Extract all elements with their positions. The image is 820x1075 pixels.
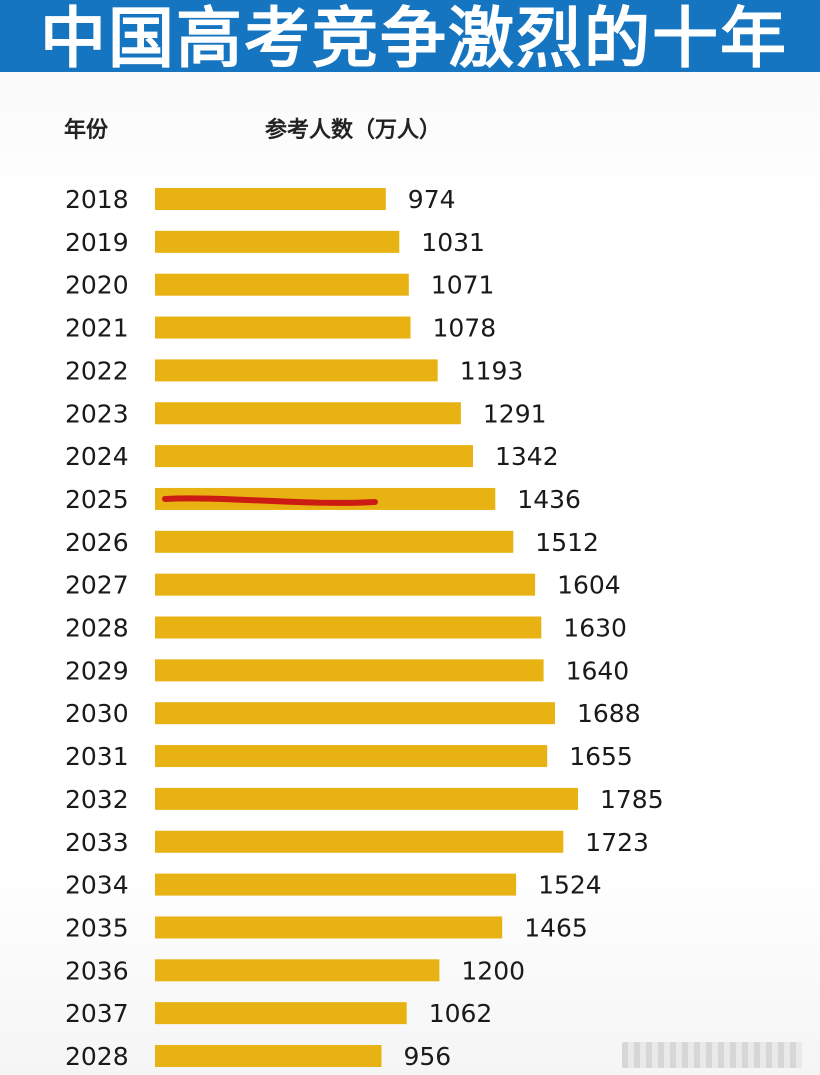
bar (155, 916, 503, 939)
value-label: 1031 (421, 228, 485, 257)
highlight-underline (162, 495, 378, 506)
bar (155, 959, 440, 982)
bar (155, 745, 548, 768)
year-label: 2033 (65, 828, 129, 857)
title-banner: 中国高考竞争激烈的十年 (0, 0, 820, 77)
year-label: 2026 (65, 528, 129, 557)
year-label: 2028 (65, 1042, 129, 1071)
year-label: 2020 (65, 271, 129, 300)
value-label: 1071 (431, 271, 495, 300)
value-label: 1723 (585, 828, 649, 857)
bar (155, 359, 438, 382)
value-label: 1524 (538, 871, 602, 900)
year-label: 2019 (65, 228, 129, 257)
bar (155, 659, 544, 682)
bar (155, 787, 578, 810)
bar (155, 316, 411, 339)
value-label: 1200 (461, 956, 525, 985)
year-column-header: 年份 (64, 118, 109, 143)
value-label: 1688 (577, 699, 641, 728)
bar (155, 830, 564, 853)
year-label: 2027 (65, 571, 129, 600)
value-label: 1655 (569, 742, 633, 771)
bar (155, 188, 386, 210)
bar (155, 273, 409, 296)
value-label: 1465 (524, 913, 588, 942)
value-label: 1342 (495, 442, 559, 471)
value-label: 1078 (433, 314, 497, 343)
bar (155, 530, 514, 553)
year-label: 2036 (65, 956, 129, 985)
value-column-header: 参考人数（万人） (265, 118, 442, 143)
year-label: 2018 (65, 185, 129, 214)
bar (155, 873, 517, 896)
year-label: 2028 (65, 614, 129, 643)
year-label: 2025 (65, 485, 129, 514)
watermark-blur (622, 1042, 802, 1068)
year-label: 2029 (65, 656, 129, 685)
value-label: 1640 (566, 656, 630, 685)
bar (155, 445, 473, 468)
value-label: 974 (408, 185, 456, 214)
value-label: 1630 (563, 614, 627, 643)
year-label: 2024 (65, 442, 129, 471)
value-label: 1512 (535, 528, 599, 557)
chart-title: 中国高考竞争激烈的十年 (40, 0, 788, 77)
year-label: 2034 (65, 871, 129, 900)
year-label: 2032 (65, 785, 129, 814)
value-label: 956 (404, 1042, 452, 1071)
year-label: 2022 (65, 356, 129, 385)
value-label: 1604 (557, 571, 621, 600)
year-label: 2021 (65, 314, 129, 343)
year-label: 2030 (65, 699, 129, 728)
bar (155, 1045, 382, 1067)
bar (155, 487, 496, 510)
bar (155, 1002, 407, 1025)
value-label: 1062 (429, 999, 493, 1028)
year-label: 2037 (65, 999, 129, 1028)
value-label: 1436 (517, 485, 581, 514)
year-label: 2035 (65, 913, 129, 942)
bar (155, 702, 555, 725)
value-label: 1785 (600, 785, 664, 814)
year-label: 2031 (65, 742, 129, 771)
value-label: 1291 (483, 399, 547, 428)
bar (155, 230, 400, 253)
value-label: 1193 (460, 356, 524, 385)
bar (155, 402, 461, 425)
bar (155, 616, 542, 639)
bar (155, 573, 536, 596)
year-label: 2023 (65, 399, 129, 428)
